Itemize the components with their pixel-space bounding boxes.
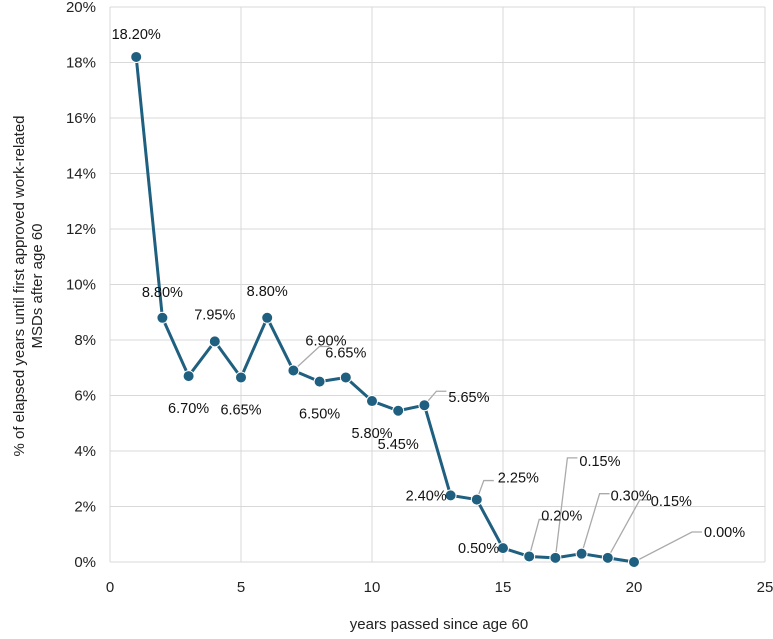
label-leader-line bbox=[423, 390, 447, 406]
data-point bbox=[313, 375, 326, 388]
y-tick-label: 10% bbox=[66, 277, 96, 294]
x-tick-label: 25 bbox=[757, 579, 773, 596]
data-point bbox=[339, 371, 352, 384]
data-point bbox=[523, 550, 536, 563]
label-leader-lines bbox=[292, 345, 702, 563]
data-label: 6.50% bbox=[299, 407, 340, 423]
data-points bbox=[130, 50, 640, 568]
data-point bbox=[208, 335, 221, 348]
data-label: 5.80% bbox=[351, 426, 392, 442]
x-tick-label: 0 bbox=[106, 579, 114, 596]
y-tick-label: 12% bbox=[66, 221, 96, 238]
x-axis-title: years passed since age 60 bbox=[350, 616, 528, 633]
data-point bbox=[156, 311, 169, 324]
data-point bbox=[601, 551, 614, 564]
data-labels: 18.20% 8.80% 6.70% 7.95% 6.65% 8.80% 6.90% 6.50… bbox=[112, 27, 746, 557]
y-tick-label: 4% bbox=[74, 443, 96, 460]
data-label: 6.65% bbox=[220, 402, 261, 418]
data-point bbox=[628, 556, 640, 568]
data-label: 0.20% bbox=[541, 508, 582, 524]
x-tick-label: 5 bbox=[237, 579, 245, 596]
x-tick-label: 20 bbox=[626, 579, 643, 596]
data-label: 6.70% bbox=[168, 401, 209, 417]
y-tick-label: 6% bbox=[74, 388, 96, 405]
y-tick-label: 14% bbox=[66, 166, 96, 183]
data-label: 7.95% bbox=[194, 307, 235, 323]
data-label: 5.65% bbox=[448, 390, 489, 406]
label-leader-line bbox=[580, 493, 610, 554]
data-label: 0.15% bbox=[651, 494, 692, 510]
data-point bbox=[549, 551, 562, 564]
y-tick-label: 18% bbox=[66, 55, 96, 72]
data-point bbox=[575, 547, 588, 560]
data-point bbox=[182, 370, 195, 383]
y-tick-label: 16% bbox=[66, 110, 96, 127]
y-tick-label: 8% bbox=[74, 332, 96, 349]
data-label: 6.65% bbox=[325, 345, 366, 361]
data-label: 0.00% bbox=[704, 525, 745, 541]
data-point bbox=[444, 489, 457, 502]
y-axis-title-line-1: % of elapsed years until first approved … bbox=[11, 115, 28, 456]
data-label: 5.45% bbox=[378, 437, 419, 453]
x-tick-label: 10 bbox=[364, 579, 381, 596]
data-point bbox=[497, 542, 509, 555]
data-point bbox=[366, 395, 378, 408]
y-tick-label: 2% bbox=[74, 499, 96, 516]
label-leader-line bbox=[607, 499, 650, 559]
label-leader-line bbox=[476, 479, 494, 500]
data-label: 8.80% bbox=[247, 284, 288, 300]
gridlines bbox=[109, 6, 766, 563]
y-tick-label: 20% bbox=[66, 0, 96, 16]
data-point bbox=[470, 493, 483, 506]
data-label: 2.40% bbox=[406, 488, 447, 504]
data-label: 18.20% bbox=[112, 27, 161, 43]
data-point bbox=[261, 311, 274, 324]
axis-ticks: 0% 2% 4% 6% 8% 10% 12% 14% 16% 18% 20% 0 5 10 15 20 25 bbox=[66, 0, 773, 596]
y-axis-title: % of elapsed years until first approved … bbox=[11, 115, 46, 456]
data-point bbox=[235, 371, 247, 384]
y-axis-title-line-2: MSDs after age 60 bbox=[29, 223, 46, 348]
data-point bbox=[418, 399, 431, 412]
data-label: 8.80% bbox=[142, 285, 183, 301]
data-label: 0.50% bbox=[458, 541, 499, 557]
data-label: 0.15% bbox=[579, 454, 620, 470]
data-label: 2.25% bbox=[498, 471, 539, 487]
data-point bbox=[287, 364, 300, 377]
data-point bbox=[130, 50, 143, 63]
data-label: 0.30% bbox=[611, 489, 652, 505]
label-leader-line bbox=[633, 531, 702, 563]
data-point bbox=[392, 404, 405, 417]
label-leader-line bbox=[528, 518, 550, 557]
y-tick-label: 0% bbox=[74, 554, 96, 571]
x-tick-label: 15 bbox=[495, 579, 512, 596]
data-label: 6.90% bbox=[305, 334, 346, 350]
label-leader-line bbox=[554, 457, 578, 558]
label-leader-line bbox=[292, 345, 330, 372]
